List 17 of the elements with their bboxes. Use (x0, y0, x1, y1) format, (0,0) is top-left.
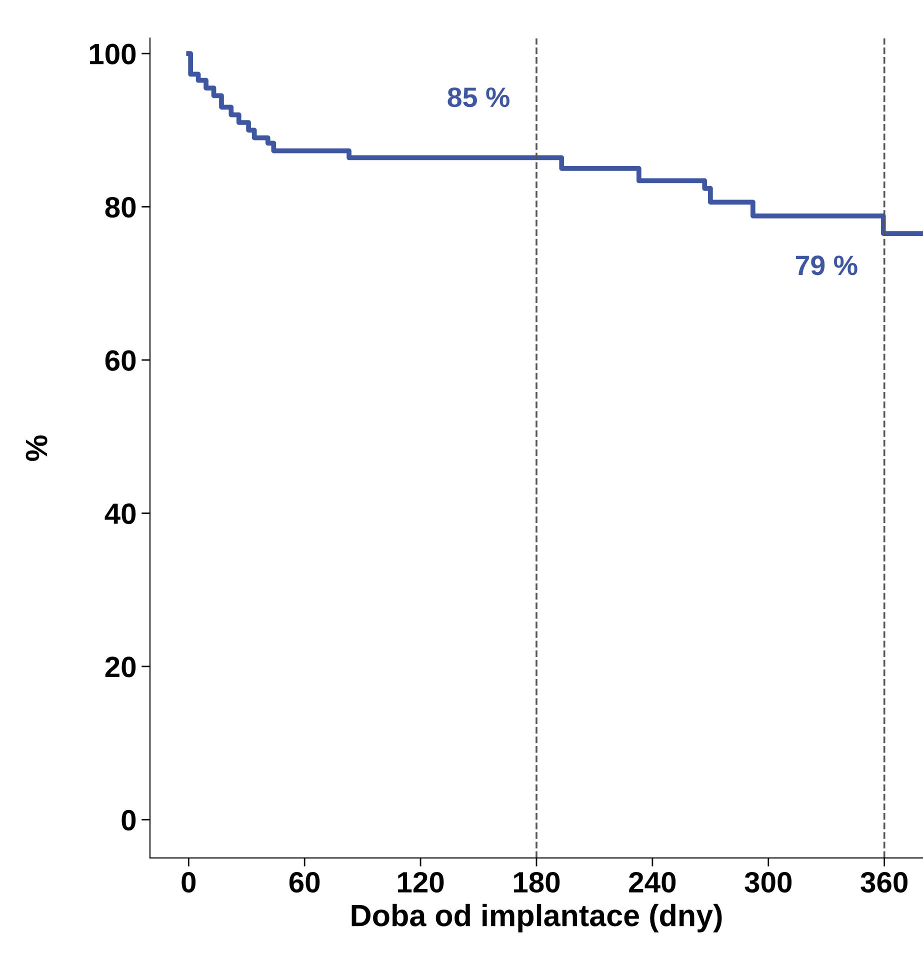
y-tick-label: 80 (105, 196, 136, 218)
x-tick-label: 60 (289, 872, 320, 893)
x-axis-title: Doba od implantace (dny) (352, 904, 722, 932)
y-axis-title: % (26, 435, 48, 461)
x-tick-label: 180 (514, 872, 560, 893)
y-tick-label: 20 (105, 656, 136, 678)
y-tick-label: 60 (105, 350, 136, 371)
x-tick-label: 300 (744, 872, 792, 893)
annotation: 79 % (796, 256, 858, 276)
x-tick-label: 120 (398, 872, 444, 893)
x-tick-label: 0 (182, 872, 196, 893)
y-tick-label: 100 (90, 44, 136, 64)
y-tick-label: 40 (104, 503, 136, 524)
y-tick-label: 0 (122, 810, 136, 831)
annotation: 85 % (448, 87, 510, 108)
x-tick-label: 240 (629, 872, 676, 893)
x-tick-label: 360 (860, 872, 908, 893)
